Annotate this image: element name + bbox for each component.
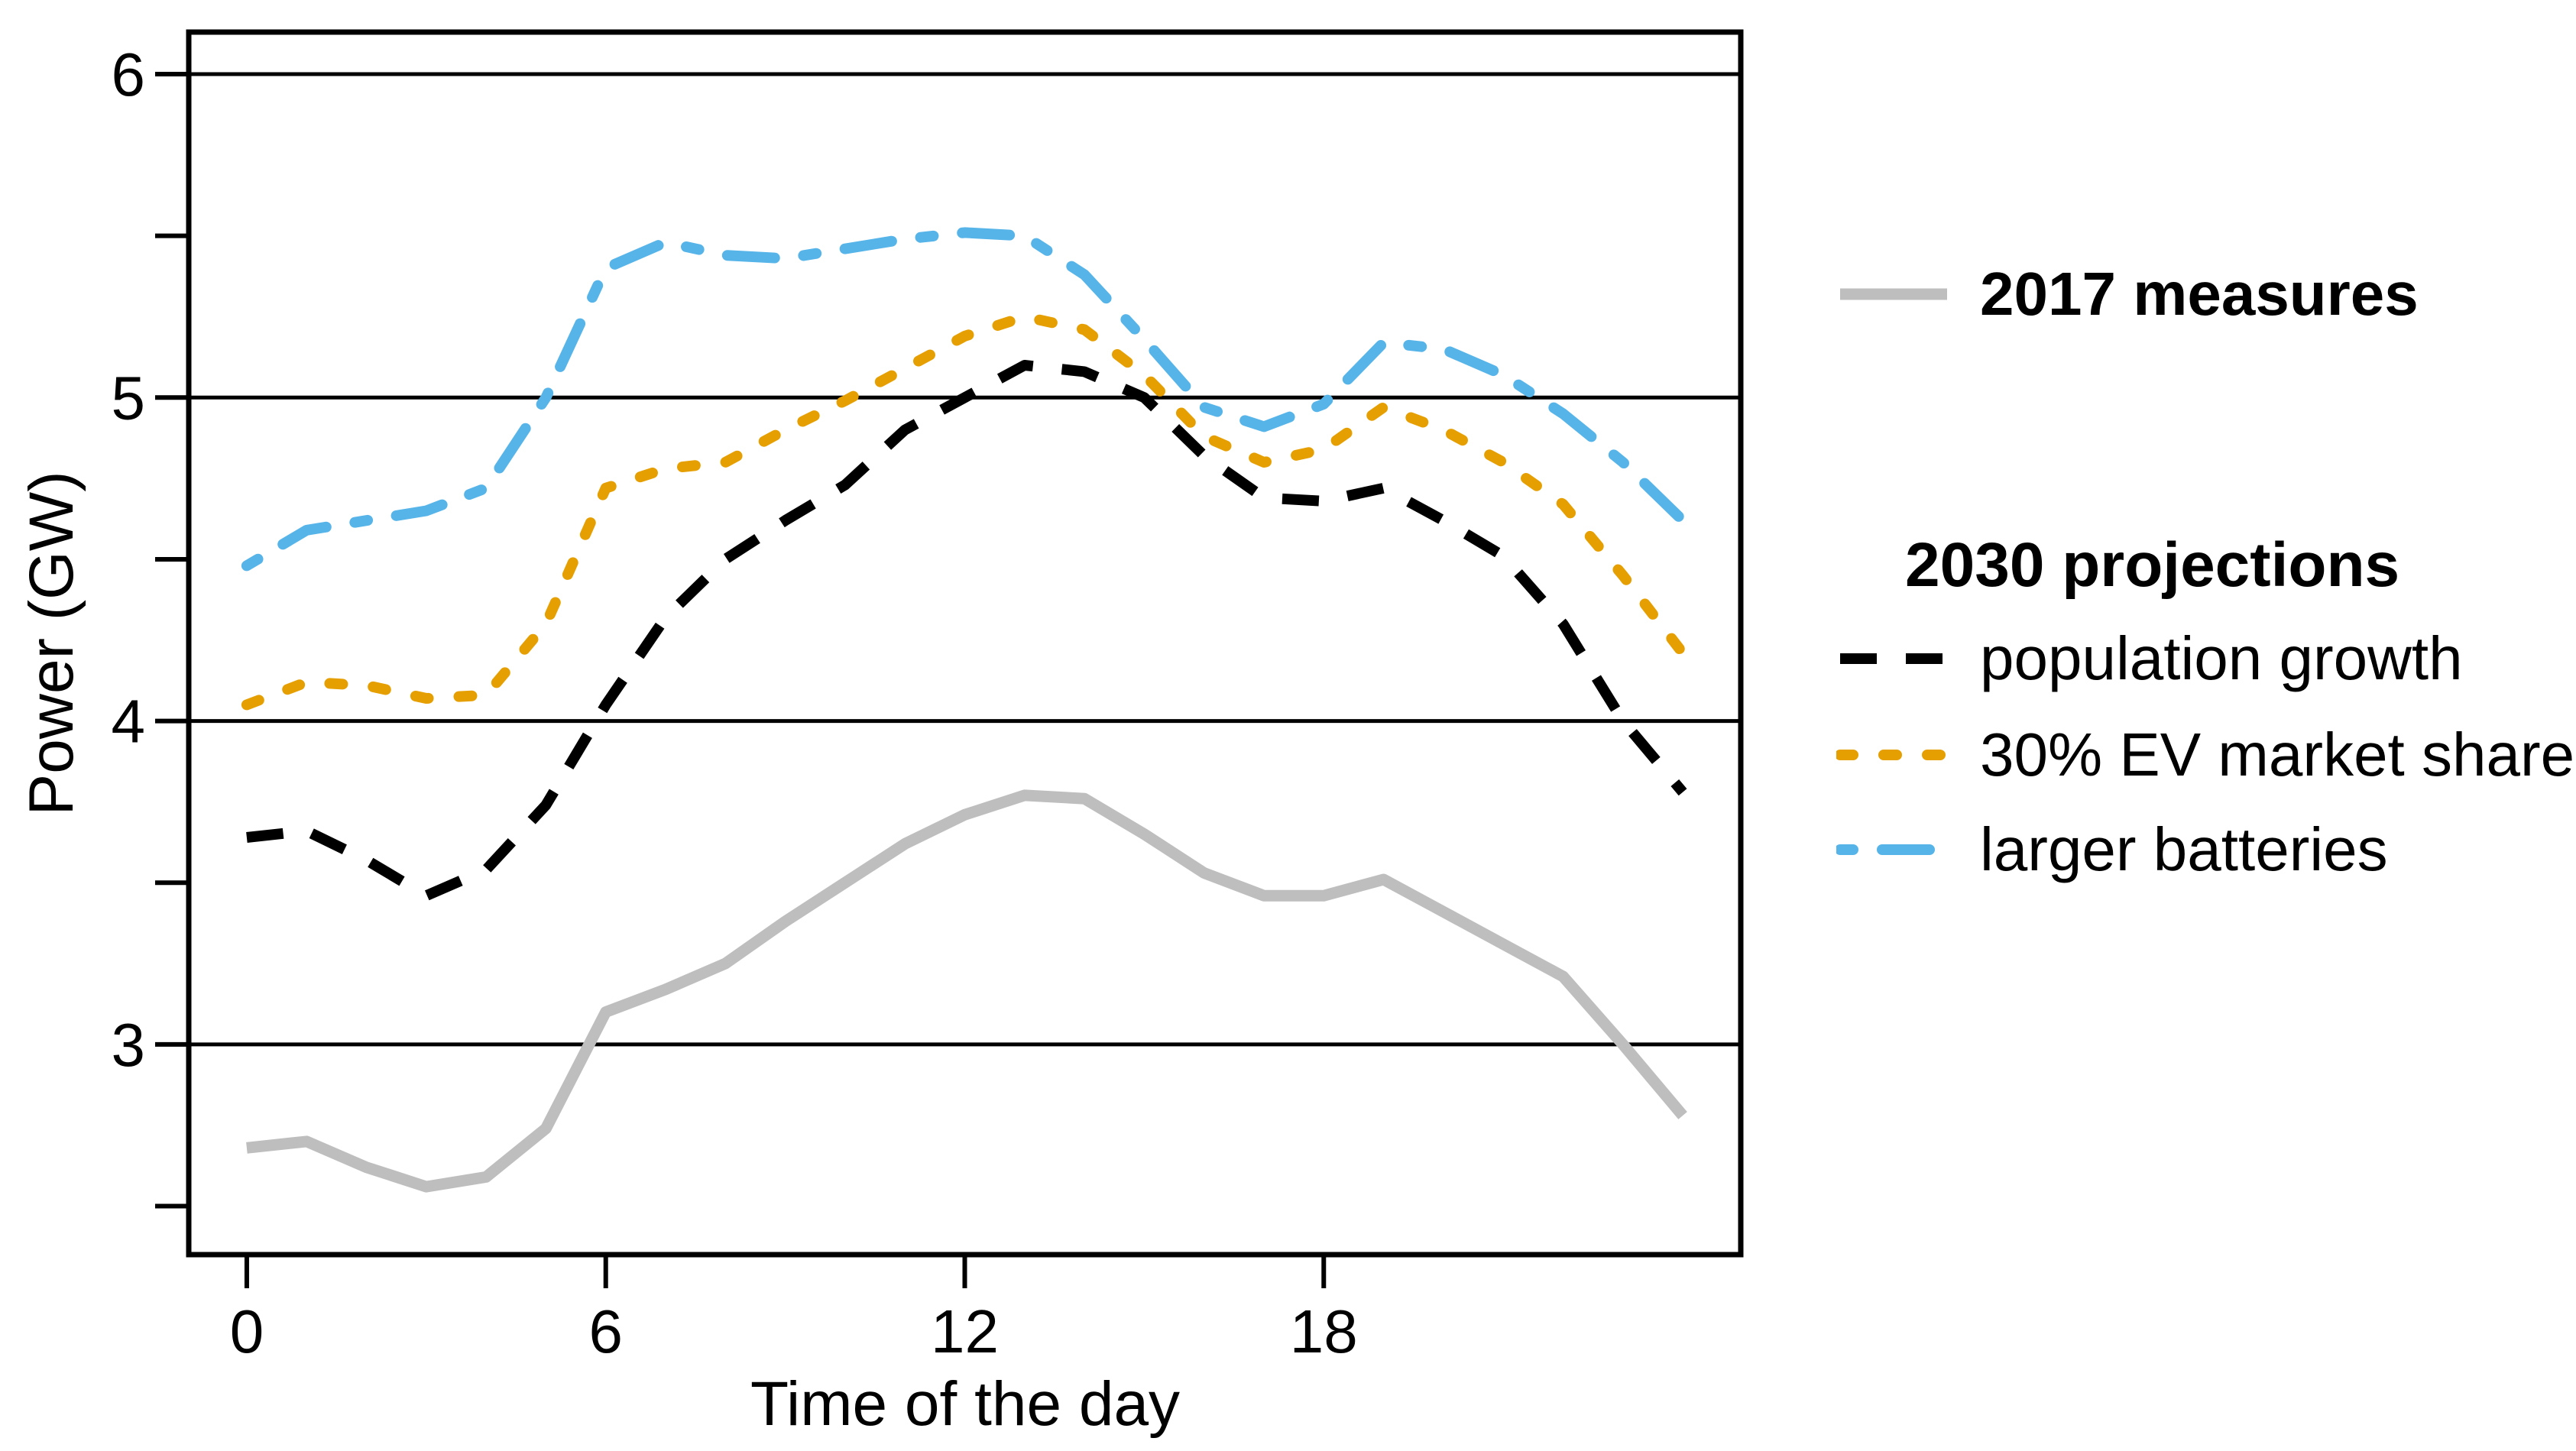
- legend-item-ev-market-share: 30% EV market share: [1836, 715, 2574, 795]
- legend-swatch-population-growth: [1840, 653, 1947, 664]
- legend-label-population-growth: population growth: [1980, 624, 2463, 692]
- series-line-30-ev-market-share: [241, 311, 1689, 711]
- y-tick-label-6: 6: [112, 40, 146, 109]
- series-line-2017-measures: [246, 789, 1687, 1193]
- legend-swatch-larger-batteries: [1836, 844, 1951, 855]
- x-tick-label-18: 18: [1290, 1297, 1358, 1365]
- x-tick-label-0: 0: [230, 1297, 264, 1365]
- y-tick-label-3: 3: [112, 1011, 146, 1079]
- y-axis-title: Power (GW): [17, 471, 86, 816]
- x-tick-label-6: 6: [588, 1297, 623, 1365]
- legend-label-2017-measures: 2017 measures: [1980, 260, 2419, 328]
- series-line-larger-batteries: [241, 227, 1689, 572]
- y-tick-label-5: 5: [112, 364, 146, 432]
- legend-swatch-ev-market-share: [1836, 750, 1951, 760]
- legend-header-2030-projections: 2030 projections: [1905, 530, 2400, 600]
- x-tick-label-12: 12: [931, 1297, 999, 1365]
- series-line-population-growth: [246, 360, 1687, 902]
- x-axis-title: Time of the day: [750, 1369, 1181, 1439]
- legend-label-ev-market-share: 30% EV market share: [1980, 721, 2575, 789]
- series-lines: [241, 227, 1689, 1193]
- y-tick-label-4: 4: [112, 688, 146, 756]
- y-axis: 3 4 5 6: [112, 40, 189, 1209]
- legend-swatch-2017-measures: [1840, 288, 1947, 300]
- legend-item-larger-batteries: larger batteries: [1836, 810, 2388, 889]
- legend-label-larger-batteries: larger batteries: [1980, 815, 2388, 883]
- x-axis: 0 6 12 18: [230, 1255, 1358, 1365]
- plot-border: [186, 29, 1744, 1258]
- legend-item-2017-measures: 2017 measures: [1836, 254, 2419, 334]
- legend-item-population-growth: population growth: [1836, 619, 2463, 698]
- gridlines: [189, 72, 1741, 1047]
